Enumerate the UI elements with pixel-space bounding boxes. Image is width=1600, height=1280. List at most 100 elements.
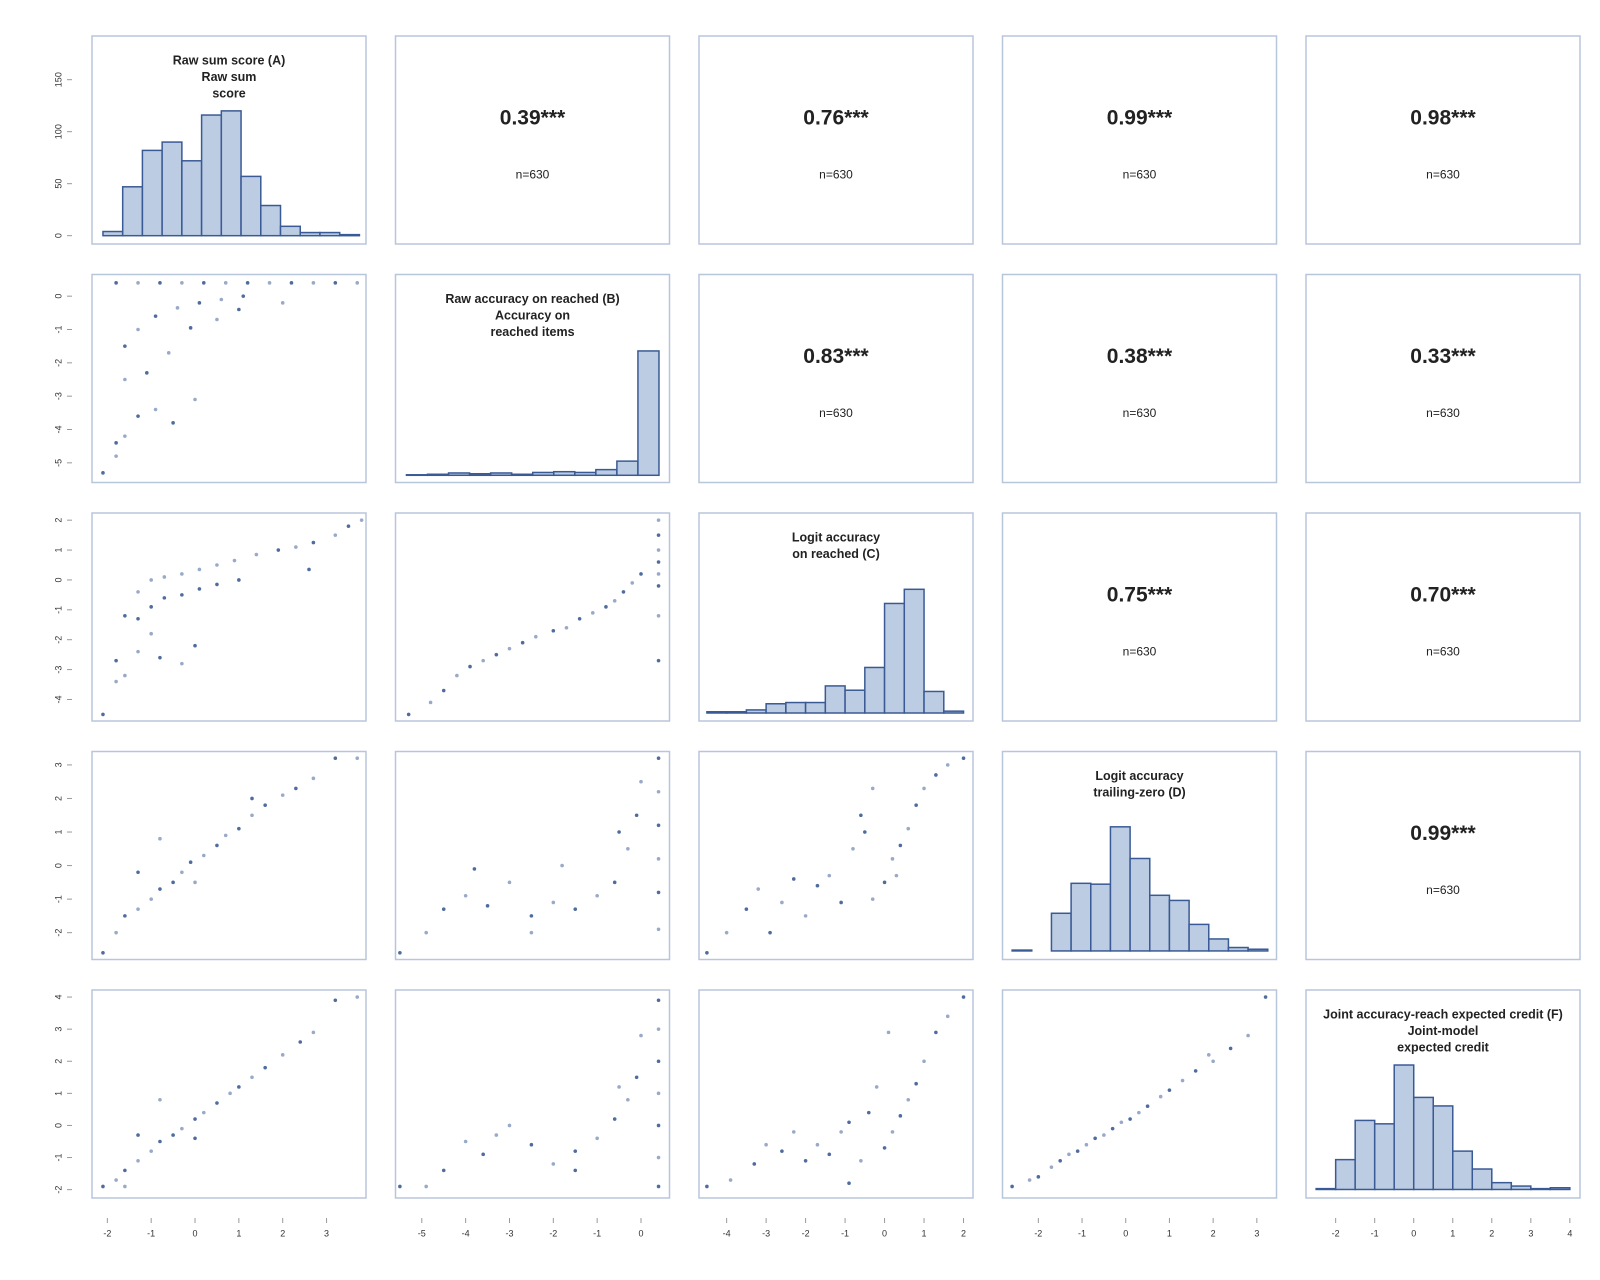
scatter-point — [728, 1178, 733, 1182]
scatter-point — [424, 1184, 428, 1189]
scatter-point — [639, 779, 643, 784]
panel-title: on reached (C) — [792, 547, 880, 561]
scatter-point — [219, 297, 224, 302]
scatter-point — [101, 950, 105, 955]
scatter-point — [136, 870, 140, 875]
panel-frame — [91, 750, 367, 961]
x-tick-label: -3 — [762, 1228, 770, 1238]
scatter-point — [1206, 1053, 1211, 1057]
scatter-point — [551, 1162, 556, 1166]
panel-title: Logit accuracy — [1095, 769, 1183, 783]
scatter-point — [455, 673, 459, 678]
scatter-point — [656, 1027, 661, 1031]
scatter-point — [791, 1130, 796, 1134]
histogram-bar — [1090, 883, 1112, 952]
x-tick-label: -1 — [841, 1228, 849, 1238]
correlation-value: 0.99*** — [1410, 822, 1476, 845]
histogram-bar — [1491, 1181, 1513, 1191]
x-tick-label: -1 — [147, 1228, 155, 1238]
y-tick-label: 0 — [53, 233, 63, 238]
scatter-point — [705, 950, 709, 955]
scatter-point — [827, 1152, 832, 1157]
scatter-point — [573, 907, 578, 911]
scatter-point — [529, 1142, 534, 1147]
x-tick-label: 3 — [1528, 1228, 1533, 1238]
scatter-point — [114, 281, 118, 285]
scatter-point — [193, 397, 197, 402]
panel-frame — [698, 273, 974, 484]
y-tick-label: -4 — [53, 425, 63, 433]
scatter-point — [612, 880, 617, 885]
histogram-bar — [510, 473, 534, 477]
sample-size: n=630 — [516, 168, 550, 182]
x-tick-label: 3 — [1254, 1228, 1259, 1238]
scatter-point — [114, 454, 118, 458]
panel-frame — [394, 512, 671, 722]
scatter-point — [311, 1030, 316, 1035]
scatter-point — [890, 1130, 895, 1134]
scatter-point — [114, 1178, 118, 1182]
histogram-bar — [319, 231, 341, 237]
scatter-point — [201, 281, 206, 285]
scatter-point — [441, 1168, 446, 1173]
scatter-point — [166, 351, 171, 355]
scatter-point — [180, 870, 184, 875]
histogram-bar — [260, 204, 282, 237]
scatter-point — [1110, 1126, 1115, 1131]
scatter-point — [245, 281, 250, 285]
y-tick-label: 2 — [53, 518, 63, 523]
scatter-point — [815, 1142, 820, 1147]
scatter-point — [705, 1184, 709, 1189]
scatter-point — [223, 281, 228, 285]
scatter-point — [136, 649, 140, 654]
sample-size: n=630 — [1426, 168, 1460, 182]
panel-title: trailing-zero (D) — [1093, 785, 1185, 799]
x-tick-label: 2 — [280, 1228, 285, 1238]
histogram-bar — [1050, 912, 1072, 952]
scatter-point — [1102, 1133, 1106, 1137]
scatter-point — [333, 533, 338, 537]
scatter-point — [573, 1149, 578, 1153]
correlation-value: 0.98*** — [1410, 107, 1476, 130]
sample-size: n=630 — [1426, 406, 1460, 420]
scatter-point — [311, 540, 316, 545]
scatter-point — [123, 344, 127, 348]
scatter-point — [494, 1133, 499, 1137]
histogram-bar — [1354, 1119, 1376, 1191]
scatter-point — [250, 796, 254, 801]
y-tick-label: -2 — [53, 636, 63, 644]
scatter-point — [101, 712, 105, 717]
scatter-point — [123, 614, 127, 618]
scatter-point — [237, 578, 241, 582]
x-tick-label: 0 — [193, 1228, 198, 1238]
scatter-point — [656, 857, 661, 861]
scatter-point — [656, 998, 661, 1003]
sample-size: n=630 — [1426, 883, 1460, 897]
scatter-point — [870, 786, 875, 791]
scatter-point — [311, 281, 316, 285]
scatter-point — [123, 673, 127, 678]
histogram-bar — [1471, 1168, 1493, 1191]
scatter-point — [145, 371, 149, 375]
scatter-point — [223, 833, 228, 838]
scatter-point — [263, 1065, 267, 1070]
scatter-point — [656, 890, 661, 895]
scatter-point — [1119, 1120, 1124, 1125]
scatter-point — [123, 1168, 127, 1173]
scatter-point — [136, 1158, 140, 1163]
scatter-point — [149, 605, 153, 609]
x-tick-label: 2 — [1489, 1228, 1494, 1238]
scatter-point — [914, 803, 918, 807]
scatter-point — [280, 793, 285, 797]
scatter-point — [914, 1081, 918, 1086]
scatter-point — [162, 575, 167, 579]
x-tick-label: -1 — [593, 1228, 601, 1238]
scatter-point — [791, 877, 796, 881]
scatter-point — [656, 823, 661, 828]
x-tick-label: -3 — [505, 1228, 513, 1238]
scatter-point — [193, 643, 197, 648]
scatter-point — [934, 773, 938, 777]
x-tick-label: 2 — [1211, 1228, 1216, 1238]
scatter-point — [656, 789, 661, 794]
scatter-point — [298, 1040, 303, 1044]
